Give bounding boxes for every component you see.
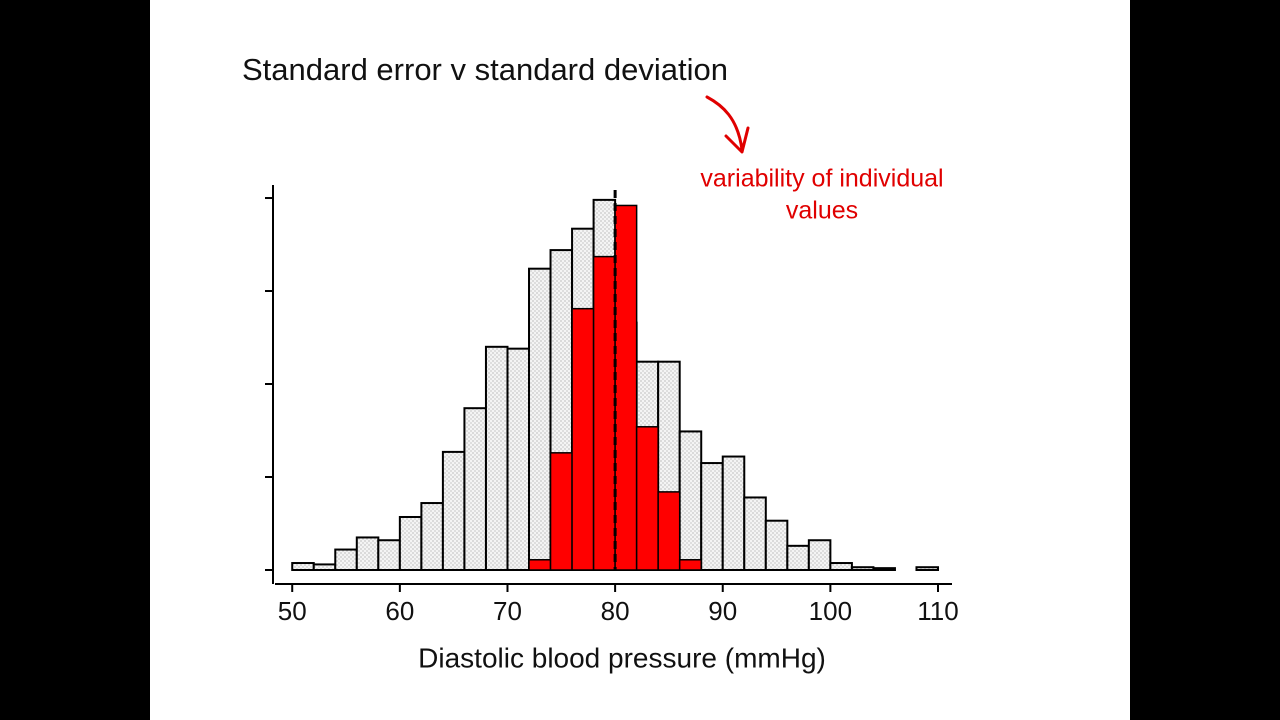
x-tick-label: 100 — [809, 596, 852, 626]
bar — [614, 204, 638, 571]
bar — [700, 462, 724, 571]
x-tick-label: 60 — [385, 596, 414, 626]
bar — [441, 450, 466, 572]
bar — [743, 496, 767, 572]
bar — [528, 559, 552, 571]
bar — [484, 345, 509, 571]
bar — [915, 566, 940, 571]
annotation: variability of individual — [700, 165, 943, 193]
bar — [312, 563, 337, 571]
bar — [872, 567, 896, 571]
bar — [721, 455, 746, 572]
bar — [678, 430, 703, 571]
bar — [807, 539, 832, 571]
bar — [334, 548, 358, 572]
bar — [398, 515, 423, 571]
bar — [549, 452, 573, 571]
x-tick-label: 50 — [278, 596, 307, 626]
bar — [463, 407, 487, 572]
bar — [291, 562, 315, 572]
bar — [678, 559, 702, 571]
arrow — [705, 95, 750, 154]
x-axis-label: Diastolic blood pressure (mmHg) — [418, 642, 826, 673]
x-tick-label: 70 — [493, 596, 522, 626]
bar — [592, 255, 616, 571]
slide-title: Standard error v standard deviation — [242, 52, 728, 87]
bar — [657, 491, 681, 571]
bar — [764, 519, 789, 572]
bar — [528, 267, 552, 571]
x-tick-label: 80 — [601, 596, 630, 626]
slide-background — [150, 0, 1130, 720]
bar — [506, 347, 531, 572]
bar — [850, 566, 875, 571]
bar — [377, 539, 401, 571]
bar — [829, 562, 853, 572]
bar — [420, 502, 444, 572]
bar — [786, 544, 810, 571]
x-tick-label: 90 — [708, 596, 737, 626]
bar — [635, 426, 659, 571]
bar — [571, 307, 595, 571]
x-tick-label: 110 — [917, 596, 958, 626]
annotation: values — [786, 197, 858, 225]
plot: 50 60 70 80 90 100 110 — [265, 185, 959, 626]
bar — [355, 536, 380, 572]
